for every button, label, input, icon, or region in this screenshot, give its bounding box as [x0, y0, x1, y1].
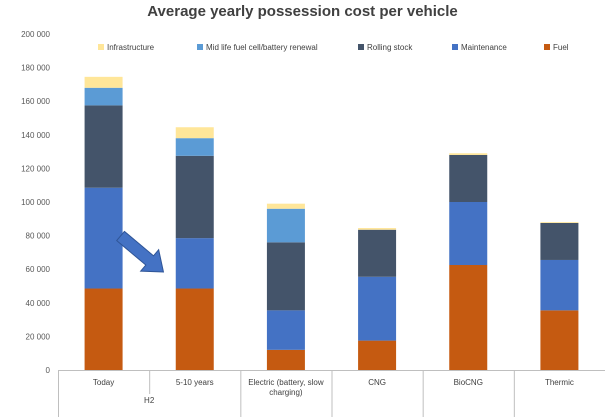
bar-segment: [84, 187, 123, 289]
bar-segment: [449, 153, 488, 155]
bar-segment: [266, 310, 305, 350]
bar-segment: [449, 265, 488, 370]
bar-segment: [358, 276, 397, 341]
bar-segment: [540, 222, 579, 223]
y-tick-label: 40 000: [26, 299, 51, 308]
y-tick-label: 180 000: [21, 64, 50, 73]
x-axis: Today 5-10 years Electric (battery, slowch…: [58, 370, 605, 417]
bar-segment: [540, 223, 579, 260]
legend-swatch: [358, 44, 364, 50]
bar-segment: [266, 203, 305, 209]
bar-segment: [175, 127, 214, 139]
chart-title: Average yearly possession cost per vehic…: [147, 3, 458, 20]
bar-segment: [540, 310, 579, 370]
y-tick-label: 0: [46, 366, 51, 375]
bar-segment: [358, 340, 397, 370]
y-tick-label: 80 000: [26, 232, 51, 241]
bar-segment: [266, 349, 305, 370]
y-tick-label: 200 000: [21, 30, 50, 39]
legend-label: Maintenance: [461, 43, 507, 52]
legend-swatch: [197, 44, 203, 50]
annotations: [115, 230, 165, 273]
arrow-shape: [115, 230, 165, 273]
bar-segment: [84, 288, 123, 370]
bar-segment: [84, 87, 123, 106]
bar-segment: [540, 259, 579, 311]
category-label: Today: [93, 378, 114, 387]
category-label: BioCNG: [454, 378, 483, 387]
category-label: charging): [269, 388, 303, 397]
y-tick-label: 60 000: [26, 265, 51, 274]
category-label: Thermic: [545, 378, 574, 387]
bars: [84, 76, 579, 370]
legend-swatch: [452, 44, 458, 50]
bar-segment: [84, 76, 123, 88]
y-axis: 0 20 000 40 000 60 000 80 000 100 000 120 000 1…: [21, 30, 50, 375]
legend: Infrastructure Mid life fuel cell/battery…: [98, 43, 569, 52]
legend-swatch: [98, 44, 104, 50]
bar-segment: [175, 155, 214, 239]
trend-arrow: [115, 230, 165, 273]
y-tick-label: 120 000: [21, 164, 50, 173]
bar-segment: [358, 228, 397, 230]
category-label: Electric (battery, slow: [248, 378, 324, 387]
legend-label: Mid life fuel cell/battery renewal: [206, 43, 318, 52]
group-label: H2: [144, 396, 155, 405]
y-tick-label: 20 000: [26, 332, 51, 341]
y-tick-label: 100 000: [21, 198, 50, 207]
bar-segment: [84, 105, 123, 188]
legend-label: Rolling stock: [367, 43, 413, 52]
bar-segment: [449, 154, 488, 202]
bar-segment: [358, 229, 397, 277]
bar-segment: [449, 202, 488, 265]
bar-segment: [266, 208, 305, 243]
bar-segment: [175, 288, 214, 370]
y-tick-label: 160 000: [21, 97, 50, 106]
bar-segment: [175, 238, 214, 289]
legend-label: Infrastructure: [107, 43, 155, 52]
bar-segment: [175, 138, 214, 156]
y-tick-label: 140 000: [21, 131, 50, 140]
legend-label: Fuel: [553, 43, 569, 52]
category-label: 5-10 years: [176, 378, 214, 387]
category-label: CNG: [368, 378, 386, 387]
bar-segment: [266, 242, 305, 311]
legend-swatch: [544, 44, 550, 50]
